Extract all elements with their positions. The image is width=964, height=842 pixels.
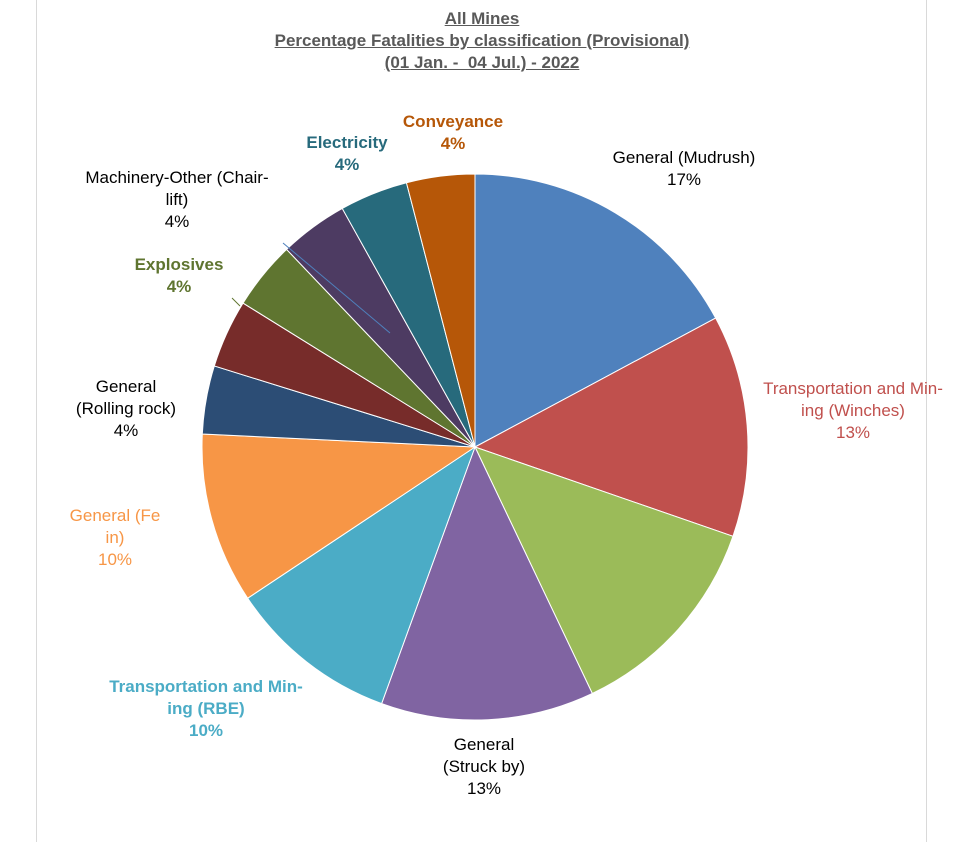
- slice-label-6: General (Rolling rock) 4%: [76, 377, 176, 440]
- chart-frame: [36, 0, 927, 842]
- pie-slice-0: [474, 173, 717, 448]
- slice-label-4-line-2: 10%: [189, 721, 223, 740]
- slice-label-11-line-1: 4%: [441, 134, 466, 153]
- chart-title-line-2: Percentage Fatalities by classification …: [274, 31, 690, 50]
- slice-label-1-line-0: Transportation and Min-: [763, 379, 943, 398]
- slice-label-10-line-0: Electricity: [306, 133, 388, 152]
- slice-label-3-line-0: General: [454, 735, 514, 754]
- slice-label-9-line-2: 4%: [165, 212, 190, 231]
- slice-label-1-line-1: ing (Winches): [801, 401, 905, 420]
- leader-line-0: [282, 242, 391, 334]
- leader-line-1: [231, 297, 241, 307]
- slice-label-1: Transportation and Min-ing (Winches) 13%: [763, 379, 943, 442]
- pie-slice-11: [405, 173, 476, 448]
- slice-label-10-line-1: 4%: [335, 155, 360, 174]
- pie-slice-3: [380, 445, 593, 721]
- slice-label-3: General (Struck by) 13%: [443, 735, 525, 798]
- slice-label-3-line-1: (Struck by): [443, 757, 525, 776]
- slice-label-8-line-0: Explosives: [135, 255, 224, 274]
- slice-label-4-line-1: ing (RBE): [167, 699, 244, 718]
- slice-label-11: Conveyance 4%: [403, 112, 503, 153]
- pie-slice-4: [247, 445, 476, 705]
- chart-title-line-3: (01 Jan. - 04 Jul.) - 2022: [384, 53, 580, 72]
- slice-label-4-line-0: Transportation and Min-: [109, 677, 303, 696]
- slice-label-6-line-1: (Rolling rock): [76, 399, 176, 418]
- slice-label-4: Transportation and Min-ing (RBE) 10%: [109, 677, 303, 740]
- slice-label-5: General (Fe in) 10%: [70, 506, 161, 569]
- slice-label-6-line-2: 4%: [114, 421, 139, 440]
- slice-label-3-line-2: 13%: [467, 779, 501, 798]
- pie-slice-5: [201, 433, 477, 599]
- slice-label-5-line-1: in): [106, 528, 125, 547]
- slice-label-5-line-2: 10%: [98, 550, 132, 569]
- slice-label-0: General (Mudrush) 17%: [613, 148, 756, 189]
- slice-label-10: Electricity 4%: [306, 133, 388, 174]
- chart-title-line-1: All Mines: [444, 9, 520, 28]
- slice-label-5-line-0: General (Fe: [70, 506, 161, 525]
- slice-label-1-line-2: 13%: [836, 423, 870, 442]
- slice-label-8: Explosives 4%: [135, 255, 224, 296]
- slice-label-0-line-0: General (Mudrush): [613, 148, 756, 167]
- slice-label-8-line-1: 4%: [167, 277, 192, 296]
- slice-label-9: Machinery-Other (Chair-lift) 4%: [85, 168, 268, 231]
- pie-slice-1: [473, 317, 749, 537]
- slice-label-9-line-1: lift): [166, 190, 189, 209]
- slice-label-9-line-0: Machinery-Other (Chair-: [85, 168, 268, 187]
- slice-label-0-line-1: 17%: [667, 170, 701, 189]
- slice-label-6-line-0: General: [96, 377, 156, 396]
- slice-label-11-line-0: Conveyance: [403, 112, 503, 131]
- pie-slice-2: [474, 446, 734, 695]
- chart-title: All Mines Percentage Fatalities by class…: [0, 8, 964, 74]
